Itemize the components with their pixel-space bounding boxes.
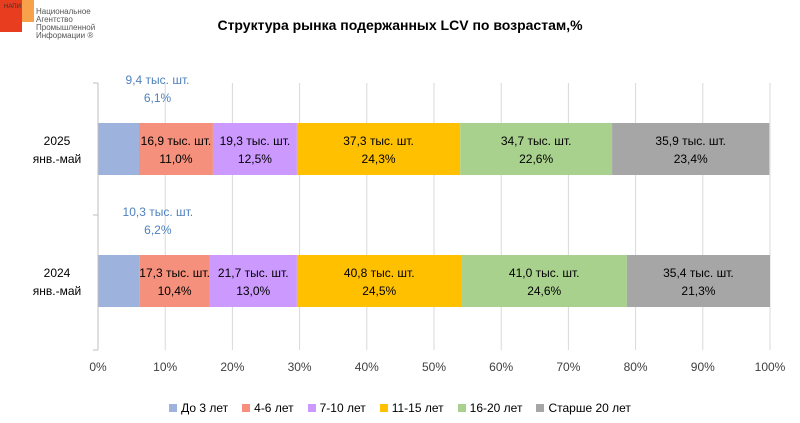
logo-abbr: НАПИ [4,4,21,10]
legend-label: 7-10 лет [319,401,366,415]
logo-line-3: Промышленной [36,23,96,32]
legend-item: 7-10 лет [307,401,366,415]
data-label-percent: 22,6% [519,152,553,166]
chart-title: Структура рынка подержанных LCV по возра… [217,17,583,33]
data-label-units: 16,9 тыс. шт. [141,134,212,148]
category-label-year: 2025 [44,134,71,148]
bar-segment [612,123,770,175]
bar-segment [626,255,770,307]
data-label-percent: 13,0% [236,284,270,298]
legend-swatch [457,403,466,412]
data-label-units: 41,0 тыс. шт. [509,266,580,280]
logo-orange-square [22,0,34,22]
legend-item: Старше 20 лет [536,401,631,415]
data-label-percent: 6,2% [144,223,172,237]
bar-segment [460,123,613,175]
bar-segment [138,123,213,175]
legend-swatch [242,403,251,412]
legend-label: 16-20 лет [469,401,523,415]
legend-label: Старше 20 лет [548,401,631,415]
x-tick-label: 20% [220,360,244,374]
bar-segment [296,123,461,175]
napi-logo: НАПИ Национальное Агентство Промышленной… [0,0,110,40]
data-label-units: 9,4 тыс. шт. [126,73,190,87]
logo-line-1: Национальное [36,7,91,16]
data-label-percent: 11,0% [159,152,192,166]
stacked-bar-chart: 9,4 тыс. шт. 6,1% 16,9 тыс. шт. 11,0% 19,3 т… [33,73,786,374]
data-label-units: 10,3 тыс. шт. [123,205,194,219]
data-label-units: 34,7 тыс. шт. [501,134,572,148]
bar-segment [212,123,297,175]
bar-segment [98,255,140,307]
legend-swatch [379,403,388,412]
data-label-units: 21,7 тыс. шт. [218,266,289,280]
x-tick-label: 50% [422,360,446,374]
x-tick-label: 100% [755,360,786,374]
legend-item: До 3 лет [169,401,228,415]
legend-label: До 3 лет [181,401,229,415]
x-tick-label: 60% [489,360,513,374]
data-label-percent: 24,6% [527,284,561,298]
data-label-percent: 21,3% [681,284,715,298]
data-label-units: 40,8 тыс. шт. [344,266,415,280]
legend-item: 4-6 лет [242,401,294,415]
legend-label: 4-6 лет [254,401,294,415]
legend-swatch [536,403,545,412]
category-label-period: янв.-май [33,284,81,298]
legend-swatch [307,403,316,412]
logo-line-2: Агентство [36,15,73,24]
category-label-period: янв.-май [33,152,81,166]
bar-segment [296,255,462,307]
x-tick-label: 70% [556,360,580,374]
bar-segment [98,123,139,175]
data-label-percent: 23,4% [674,152,708,166]
logo-line-4: Информации ® [36,31,94,40]
x-tick-label: 80% [624,360,648,374]
legend-item: 16-20 лет [457,401,523,415]
data-label-percent: 10,4% [158,284,192,298]
logo-red-square [0,0,22,32]
x-tick-label: 90% [691,360,715,374]
legend-item: 11-15 лет [379,401,444,415]
x-tick-label: 0% [89,360,107,374]
data-label-units: 35,9 тыс. шт. [655,134,726,148]
x-tick-label: 40% [355,360,379,374]
legend-swatch [169,403,178,412]
bar-segment [139,255,210,307]
chart-legend: До 3 лет 4-6 лет 7-10 лет 11-15 лет 16-20 ле… [0,401,800,415]
x-tick-label: 10% [153,360,177,374]
data-label-units: 35,4 тыс. шт. [663,266,734,280]
data-label-percent: 6,1% [144,91,172,105]
x-tick-label: 30% [288,360,312,374]
bar-segment [461,255,627,307]
data-label-percent: 12,5% [238,152,272,166]
category-label-year: 2024 [44,266,71,280]
data-label-units: 17,3 тыс. шт. [139,266,210,280]
data-label-percent: 24,5% [362,284,396,298]
data-label-units: 19,3 тыс. шт. [220,134,291,148]
bar-segment [209,255,297,307]
data-label-units: 37,3 тыс. шт. [343,134,414,148]
legend-label: 11-15 лет [391,401,444,415]
data-label-percent: 24,3% [362,152,396,166]
